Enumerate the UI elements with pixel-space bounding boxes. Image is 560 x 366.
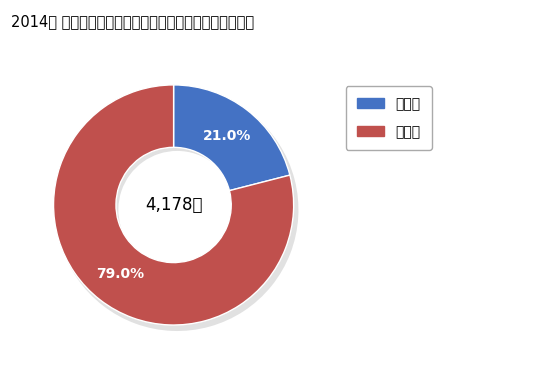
Legend: 小売業, 卸売業: 小売業, 卸売業 [346, 86, 432, 150]
Wedge shape [177, 89, 295, 195]
Wedge shape [54, 85, 293, 325]
Text: 2014年 商業の従業者数にしめる卸売業と小売業のシェア: 2014年 商業の従業者数にしめる卸売業と小売業のシェア [11, 15, 254, 30]
Text: 79.0%: 79.0% [96, 267, 144, 281]
Wedge shape [56, 89, 298, 331]
Text: 4,178人: 4,178人 [145, 196, 202, 214]
Text: 21.0%: 21.0% [203, 129, 251, 143]
Wedge shape [174, 85, 290, 191]
